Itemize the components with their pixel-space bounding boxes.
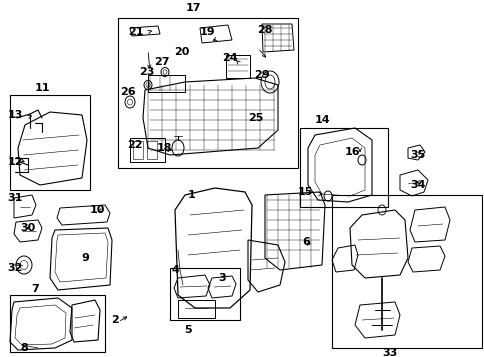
Text: 24: 24 <box>222 53 237 63</box>
Bar <box>118 18 297 168</box>
Text: 8: 8 <box>20 343 28 353</box>
Text: 13: 13 <box>7 110 23 120</box>
Text: 26: 26 <box>120 87 136 97</box>
Text: 20: 20 <box>174 47 189 57</box>
Bar <box>10 95 90 190</box>
Text: 25: 25 <box>248 113 263 123</box>
Text: 28: 28 <box>257 25 272 35</box>
Text: 34: 34 <box>409 180 425 190</box>
Bar <box>130 138 165 162</box>
Text: 22: 22 <box>127 140 142 150</box>
Text: 12: 12 <box>7 157 23 167</box>
Text: 31: 31 <box>7 193 23 203</box>
Text: 15: 15 <box>297 187 312 197</box>
Text: 2: 2 <box>111 315 119 325</box>
Text: 32: 32 <box>7 263 23 273</box>
Bar <box>147 141 157 159</box>
Text: 33: 33 <box>381 348 397 357</box>
Text: 5: 5 <box>184 325 191 335</box>
Bar <box>178 300 214 318</box>
Text: 14: 14 <box>315 115 330 125</box>
Bar <box>226 55 249 78</box>
Text: 30: 30 <box>20 223 35 233</box>
Text: 29: 29 <box>254 70 269 80</box>
Text: 6: 6 <box>302 237 309 247</box>
Text: 1: 1 <box>188 190 196 200</box>
Text: 7: 7 <box>31 284 39 294</box>
Text: 3: 3 <box>218 273 226 283</box>
Bar <box>133 141 143 159</box>
Text: 27: 27 <box>154 57 169 67</box>
Text: 4: 4 <box>171 265 179 275</box>
Bar <box>300 128 387 207</box>
Text: 16: 16 <box>345 147 360 157</box>
Bar <box>332 195 481 348</box>
Text: 35: 35 <box>409 150 425 160</box>
Text: 19: 19 <box>200 27 215 37</box>
Bar <box>10 295 105 352</box>
Text: 23: 23 <box>139 67 154 77</box>
Text: 11: 11 <box>34 83 50 93</box>
Bar <box>170 268 240 320</box>
Text: 17: 17 <box>185 3 200 13</box>
Text: 18: 18 <box>156 143 171 153</box>
Text: 10: 10 <box>89 205 105 215</box>
Text: 21: 21 <box>128 27 143 37</box>
Bar <box>148 75 184 92</box>
Text: 9: 9 <box>81 253 89 263</box>
